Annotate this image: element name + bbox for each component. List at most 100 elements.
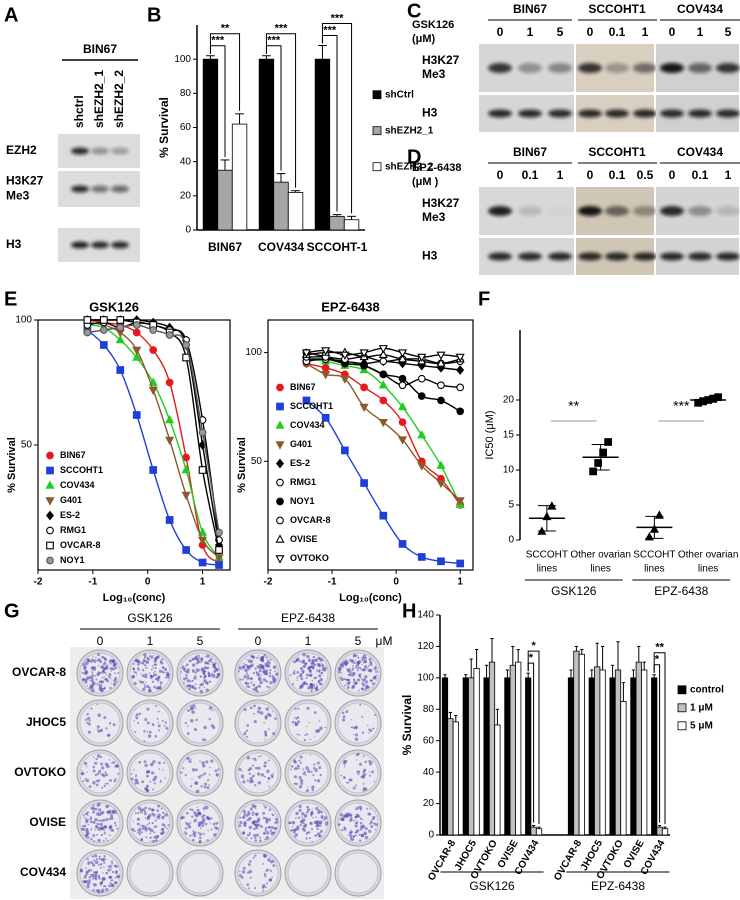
colony xyxy=(338,670,341,674)
colony xyxy=(144,656,147,658)
colony xyxy=(256,656,259,659)
colony xyxy=(87,815,89,817)
data-point xyxy=(83,316,92,324)
colony xyxy=(369,729,373,733)
colony xyxy=(246,666,249,669)
colony xyxy=(358,839,362,842)
colony xyxy=(140,811,143,814)
data-point xyxy=(379,396,388,405)
colony xyxy=(243,732,247,736)
data-point xyxy=(165,331,174,339)
colony xyxy=(346,685,350,689)
colony xyxy=(360,828,363,831)
data-point xyxy=(321,363,330,372)
colony xyxy=(316,761,320,765)
colony xyxy=(264,733,268,737)
colony xyxy=(158,686,162,691)
data-point xyxy=(397,354,408,363)
data-point xyxy=(397,349,408,358)
colony xyxy=(306,805,310,809)
colony xyxy=(242,815,246,819)
colony xyxy=(272,680,276,684)
colony xyxy=(255,826,259,830)
colony xyxy=(162,815,165,818)
colony xyxy=(113,679,117,683)
colony xyxy=(356,821,359,824)
colony xyxy=(311,679,314,682)
colony xyxy=(84,834,89,838)
colony xyxy=(113,662,116,665)
colony xyxy=(189,808,192,811)
colony xyxy=(133,670,136,673)
colony xyxy=(97,664,100,667)
colony xyxy=(83,880,87,884)
colony xyxy=(191,778,193,780)
colony xyxy=(196,808,200,812)
colony xyxy=(135,716,139,720)
colony xyxy=(97,779,101,783)
colony xyxy=(112,761,116,764)
colony xyxy=(104,885,107,888)
colony xyxy=(115,681,118,683)
bar xyxy=(588,677,595,836)
colony xyxy=(194,781,198,785)
colony xyxy=(96,728,99,730)
colony xyxy=(114,778,117,781)
colony xyxy=(102,774,104,777)
colony xyxy=(96,703,99,706)
legend-swatch xyxy=(372,90,382,100)
colony xyxy=(354,831,357,834)
colony xyxy=(362,819,364,821)
colony xyxy=(306,654,310,659)
colony xyxy=(111,870,115,874)
data-point xyxy=(359,403,369,413)
colony xyxy=(92,810,96,814)
colony xyxy=(191,768,196,772)
colony-well-inner xyxy=(337,702,379,744)
y-tick-label: 10 xyxy=(503,465,515,476)
blot-band xyxy=(548,109,572,118)
colony xyxy=(201,667,204,671)
colony xyxy=(298,808,302,813)
colony xyxy=(163,761,166,764)
colony xyxy=(243,662,245,665)
legend-label: RMG1 xyxy=(60,525,86,535)
colony xyxy=(238,824,242,828)
colony xyxy=(297,707,300,710)
colony xyxy=(157,761,161,765)
colony xyxy=(239,820,243,825)
colony xyxy=(361,663,363,666)
colony xyxy=(298,687,301,690)
colony xyxy=(86,712,89,716)
colony xyxy=(310,690,313,693)
colony xyxy=(93,859,95,862)
colony xyxy=(96,673,100,677)
legend-marker xyxy=(276,478,284,487)
colony xyxy=(108,864,112,869)
colony xyxy=(105,818,109,822)
colony xyxy=(98,808,102,812)
data-point xyxy=(165,436,175,446)
colony xyxy=(189,785,193,788)
colony xyxy=(275,817,278,821)
colony xyxy=(311,840,313,843)
legend-marker xyxy=(275,441,285,450)
colony xyxy=(158,675,161,677)
colony xyxy=(260,773,265,777)
colony xyxy=(143,683,146,686)
colony xyxy=(208,674,211,678)
data-point xyxy=(149,326,158,334)
colony xyxy=(355,813,360,818)
colony xyxy=(114,667,116,669)
colony xyxy=(296,716,299,719)
colony xyxy=(254,836,257,839)
data-point xyxy=(437,396,445,405)
colony xyxy=(272,732,276,736)
colony xyxy=(207,829,209,832)
colony xyxy=(139,824,142,827)
colony xyxy=(100,762,103,766)
colony xyxy=(91,855,94,858)
colony-well-inner xyxy=(179,852,221,894)
data-point xyxy=(99,326,108,334)
